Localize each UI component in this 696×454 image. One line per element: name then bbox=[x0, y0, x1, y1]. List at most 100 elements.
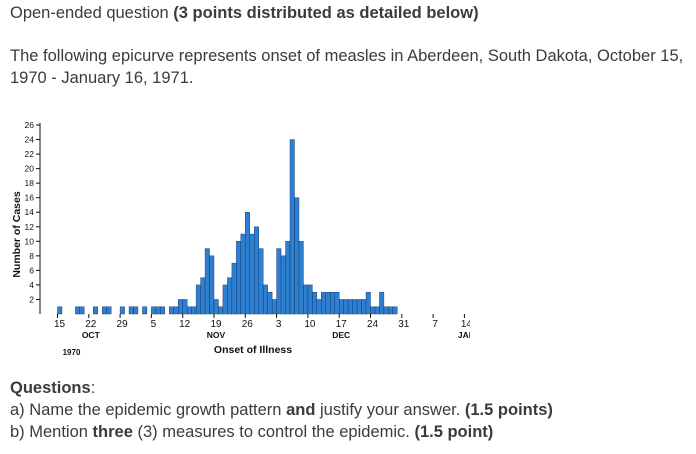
questions-section: Questions: a) Name the epidemic growth p… bbox=[10, 377, 553, 443]
epicurve-bar bbox=[204, 248, 210, 315]
epicurve-bar bbox=[236, 241, 242, 315]
question-b-points: (1.5 point) bbox=[414, 423, 494, 441]
epicurve-bar bbox=[298, 241, 304, 315]
x-tick-label: 17 bbox=[336, 319, 348, 330]
epicurve-bar bbox=[365, 291, 371, 315]
y-axis-title: Number of Cases bbox=[11, 191, 23, 278]
questions-title: Questions bbox=[10, 379, 91, 397]
month-label: OCT bbox=[82, 330, 101, 340]
question-heading: Open-ended question (3 points distribute… bbox=[10, 4, 479, 23]
question-b-emphasis: three bbox=[92, 423, 133, 441]
epicurve-bar bbox=[191, 306, 197, 315]
epicurve-bar bbox=[388, 306, 394, 315]
question-a-text: a) Name the epidemic growth pattern bbox=[10, 401, 287, 419]
epicurve-bar bbox=[361, 299, 367, 315]
y-tick-label: 2 bbox=[29, 294, 34, 304]
epicurve-bar bbox=[151, 306, 157, 315]
y-tick-label: 24 bbox=[25, 135, 35, 145]
y-tick-label: 6 bbox=[29, 265, 34, 275]
epicurve-bar bbox=[330, 291, 335, 315]
epicurve-bar bbox=[102, 306, 107, 315]
epicurve-bar bbox=[307, 284, 313, 315]
question-a-text-2: justify your answer. bbox=[315, 401, 465, 419]
epicurve-bar bbox=[200, 277, 206, 315]
x-tick-label: 14 bbox=[461, 319, 470, 330]
y-tick-label: 4 bbox=[29, 280, 34, 290]
epicurve-bar bbox=[231, 262, 237, 315]
epicurve-bar bbox=[106, 306, 112, 315]
y-tick-label: 16 bbox=[25, 193, 35, 203]
epicurve-bar bbox=[128, 306, 134, 315]
epicurve-bar bbox=[169, 306, 174, 315]
y-tick-label: 12 bbox=[25, 222, 35, 232]
epicurve-bar bbox=[227, 277, 233, 315]
question-b-text-2: (3) measures to control the epidemic. bbox=[132, 423, 415, 441]
x-axis-title: Onset of Illness bbox=[214, 344, 292, 356]
question-intro: The following epicurve represents onset … bbox=[10, 47, 684, 87]
epicurve-bar bbox=[119, 306, 125, 315]
x-tick-label: 3 bbox=[276, 319, 282, 330]
epicurve-bar bbox=[392, 306, 398, 315]
x-tick-label: 10 bbox=[304, 319, 316, 330]
epicurve-bar bbox=[160, 306, 166, 315]
epicurve-bar bbox=[155, 306, 161, 315]
y-tick-label: 14 bbox=[25, 207, 35, 217]
epicurve-bar bbox=[195, 284, 201, 315]
epicurve-bar bbox=[325, 291, 331, 315]
y-tick-label: 18 bbox=[25, 178, 35, 188]
question-a-emphasis: and bbox=[286, 401, 316, 419]
epicurve-bar bbox=[280, 255, 286, 315]
epicurve-bar bbox=[339, 299, 344, 315]
y-tick-label: 8 bbox=[29, 251, 34, 261]
points-note: (3 points distributed as detailed below) bbox=[173, 4, 479, 22]
epicurve-bar bbox=[182, 299, 188, 315]
epicurve-bar bbox=[240, 233, 246, 315]
epicurve-bar bbox=[316, 299, 322, 315]
epicurve-bar bbox=[379, 291, 385, 315]
epicurve-bar bbox=[218, 306, 224, 315]
question-b: b) Mention three (3) measures to control… bbox=[10, 421, 553, 443]
epicurve-bar bbox=[93, 306, 98, 315]
epicurve-bar bbox=[249, 233, 255, 315]
epicurve-bar bbox=[343, 299, 349, 315]
epicurve-bar bbox=[383, 306, 389, 315]
epicurve-bar bbox=[213, 299, 219, 315]
x-tick-label: 31 bbox=[398, 319, 410, 330]
epicurve-bar bbox=[133, 306, 139, 315]
epicurve-bar bbox=[334, 291, 340, 315]
epicurve-bar bbox=[321, 291, 326, 315]
x-tick-label: 5 bbox=[151, 319, 157, 330]
epicurve-bar bbox=[370, 306, 376, 315]
epicurve-bar bbox=[258, 248, 264, 315]
epicurve-bar bbox=[245, 212, 250, 315]
question-a: a) Name the epidemic growth pattern and … bbox=[10, 399, 553, 421]
y-tick-label: 26 bbox=[25, 120, 35, 130]
epicurve-bar bbox=[352, 299, 358, 315]
epicurve-bar bbox=[347, 299, 353, 315]
epicurve-bar bbox=[285, 241, 291, 315]
epicurve-bar bbox=[209, 255, 215, 315]
epicurve-bar bbox=[262, 284, 268, 315]
question-a-points: (1.5 points) bbox=[464, 401, 553, 419]
x-tick-label: 24 bbox=[367, 319, 379, 330]
epicurve-bar bbox=[186, 306, 192, 315]
x-tick-label: 26 bbox=[242, 319, 254, 330]
epicurve-bar bbox=[79, 306, 85, 315]
epicurve-bar bbox=[356, 299, 362, 315]
month-label: JAN bbox=[458, 330, 470, 340]
x-tick-label: 19 bbox=[210, 319, 222, 330]
epicurve-bar bbox=[222, 284, 228, 315]
y-tick-label: 10 bbox=[25, 236, 35, 246]
x-tick-label: 22 bbox=[85, 319, 97, 330]
epicurve-bar bbox=[303, 284, 309, 315]
month-label: DEC bbox=[332, 330, 350, 340]
question-b-text: b) Mention bbox=[10, 423, 93, 441]
y-tick-label: 20 bbox=[25, 164, 35, 174]
y-tick-label: 22 bbox=[25, 149, 35, 159]
month-label: NOV bbox=[207, 330, 226, 340]
epicurve-bar bbox=[271, 299, 277, 315]
epicurve-bar bbox=[57, 306, 63, 315]
x-tick-label: 12 bbox=[179, 319, 191, 330]
epicurve-bar bbox=[142, 306, 148, 315]
